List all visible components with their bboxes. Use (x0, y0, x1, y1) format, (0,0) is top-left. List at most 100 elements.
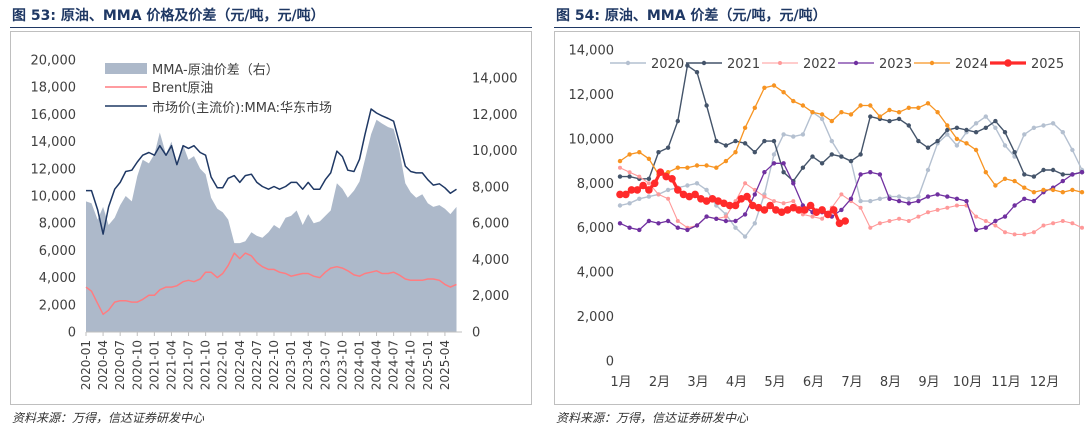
series-marker-2021 (627, 174, 632, 179)
series-marker-2023 (752, 192, 757, 197)
series-marker-2024 (810, 110, 815, 115)
y-tick-label: 12,000 (569, 88, 615, 103)
series-brent-line (85, 252, 457, 316)
y-tick-label: 6,000 (577, 221, 614, 236)
series-marker-2022 (1060, 219, 1065, 223)
series-marker-2024 (742, 125, 748, 130)
series-marker-2020 (1041, 123, 1046, 128)
series-marker-2023 (1060, 178, 1065, 184)
y-tick-label: 0 (606, 355, 614, 370)
series-marker-2024 (791, 98, 796, 104)
series-marker-2022 (656, 192, 661, 197)
series-marker-2020 (1022, 132, 1027, 137)
series-marker-2023 (733, 218, 738, 224)
series-marker-2021 (935, 138, 940, 144)
series-marker-2025 (795, 206, 803, 214)
series-marker-2020 (617, 203, 623, 208)
series-marker-2021 (1012, 150, 1017, 155)
series-marker-2020 (993, 125, 998, 130)
series-marker-2023 (868, 170, 873, 175)
series-marker-2020 (771, 152, 777, 157)
series-marker-2022 (646, 181, 651, 186)
left-y-tick-label: 8,000 (39, 217, 76, 232)
series-marker-2023 (973, 227, 979, 233)
series-marker-2023 (925, 194, 931, 199)
x-tick-label: 3月 (687, 375, 708, 390)
legend-marker-2022 (778, 61, 782, 65)
series-marker-2020 (637, 196, 642, 201)
series-marker-2020 (685, 183, 690, 188)
series-marker-2025 (783, 206, 792, 214)
series-marker-2021 (993, 118, 998, 124)
series-marker-2025 (749, 201, 757, 210)
left-y-tick-label: 10,000 (31, 190, 77, 205)
legend-label-2025: 2025 (1031, 57, 1064, 72)
series-marker-2021 (694, 70, 700, 75)
series-marker-2024 (896, 110, 902, 115)
series-marker-2025 (645, 186, 653, 194)
series-marker-2025 (622, 190, 630, 199)
series-marker-2024 (1012, 178, 1017, 184)
series-marker-2023 (723, 218, 729, 224)
series-marker-2020 (925, 167, 931, 173)
series-marker-2021 (723, 143, 729, 148)
series-marker-2020 (858, 198, 863, 204)
left-y-tick-label: 12,000 (31, 162, 77, 177)
x-tick-label: 1月 (610, 375, 631, 390)
series-marker-2024 (1022, 185, 1027, 190)
series-marker-2022 (743, 181, 748, 186)
series-marker-2025 (789, 203, 798, 212)
series-marker-2023 (771, 161, 777, 166)
series-marker-2024 (771, 83, 777, 88)
series-marker-2021 (733, 138, 738, 144)
series-marker-2021 (646, 176, 652, 181)
legend-marker-2024 (929, 60, 935, 66)
series-marker-2021 (1002, 130, 1008, 135)
x-tick-label: 2025-04 (438, 340, 452, 390)
series-marker-2024 (617, 158, 623, 164)
series-marker-2024 (694, 163, 700, 168)
series-marker-2021 (945, 127, 950, 133)
right-figure-panel: 图 54: 原油、MMA 价差（元/吨，元/吨） 0 2,000 4,000 6,00… (544, 0, 1088, 432)
x-tick-label: 2021-01 (147, 340, 161, 390)
series-marker-2025 (668, 175, 676, 183)
series-marker-2022 (877, 221, 882, 226)
series-marker-2020 (896, 194, 902, 199)
y-tick-label: 8,000 (577, 177, 614, 192)
series-marker-2022 (666, 196, 671, 201)
series-marker-2023 (839, 207, 844, 213)
series-marker-2020 (704, 187, 709, 193)
series-marker-2022 (858, 205, 863, 210)
series-marker-2023 (887, 196, 892, 201)
series-spread-area (86, 119, 457, 332)
series-marker-2020 (1002, 143, 1008, 148)
series-marker-2025 (772, 206, 780, 214)
series-marker-2021 (925, 145, 931, 150)
series-marker-2022 (1031, 230, 1036, 235)
left-y-tick-label: 14,000 (31, 135, 77, 150)
legend-label-brent: Brent原油 (152, 81, 213, 96)
series-marker-2020 (646, 194, 652, 199)
series-marker-2023 (964, 198, 969, 204)
series-marker-2021 (1060, 172, 1065, 177)
series-marker-2021 (916, 138, 921, 144)
right-y-tick-label: 0 (472, 326, 480, 341)
right-source-note: 资料来源：万得，信达证券研发中心 (556, 411, 749, 425)
series-marker-2025 (616, 190, 624, 199)
series-line-2020 (619, 111, 1083, 238)
series-marker-2020 (742, 234, 748, 239)
x-tick-label: 4月 (726, 375, 747, 390)
right-chart-frame (554, 31, 1080, 405)
series-marker-2022 (887, 219, 892, 223)
legend-marker-2025 (1004, 59, 1012, 67)
series-marker-2021 (1022, 172, 1027, 177)
series-marker-2022 (974, 214, 979, 219)
left-figure-panel: 图 53: 原油、MMA 价格及价差（元/吨，元/吨） 0 2,000 4,000 6… (0, 0, 540, 432)
series-marker-2020 (983, 114, 988, 119)
x-tick-label: 5月 (764, 375, 785, 390)
series-marker-2022 (781, 201, 786, 206)
x-tick-label: 6月 (803, 375, 824, 390)
series-marker-2024 (800, 103, 806, 108)
right-title-rule (554, 27, 1080, 28)
x-tick-label: 12月 (1030, 375, 1060, 390)
